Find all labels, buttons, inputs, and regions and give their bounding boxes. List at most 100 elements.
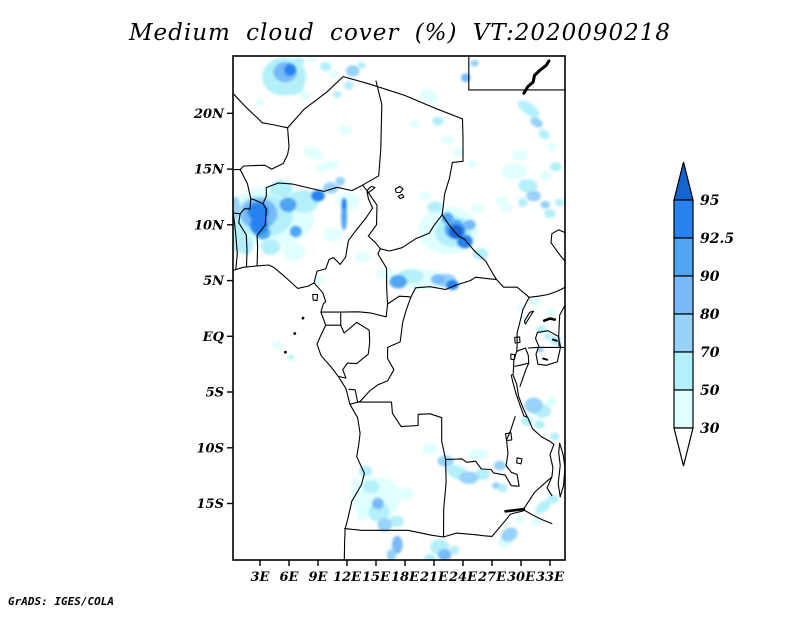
cloud-patch xyxy=(282,242,306,261)
cloud-patch xyxy=(247,202,269,221)
cloud-patch xyxy=(518,198,528,207)
island-marker xyxy=(284,350,287,354)
map-frame xyxy=(232,55,566,561)
country-border-line xyxy=(361,80,383,186)
country-border-line xyxy=(474,509,553,537)
grads-attribution: GrADS: IGES/COLA xyxy=(8,595,114,608)
cloud-patch xyxy=(368,502,390,522)
cloud-patch xyxy=(515,515,525,523)
cloud-patch xyxy=(468,448,489,461)
cloud-patch xyxy=(524,397,543,414)
cloud-patch xyxy=(260,239,281,255)
cloud-patch xyxy=(540,200,550,209)
colorbar-segment xyxy=(673,313,694,353)
lat-tick-label: 10N xyxy=(194,218,225,233)
country-border-line xyxy=(313,184,374,284)
cloud-patch xyxy=(311,190,325,202)
lat-tick-label: 15N xyxy=(194,163,225,178)
cloud-patch xyxy=(528,297,543,307)
cloud-patch xyxy=(495,196,508,206)
cloud-patch xyxy=(472,248,489,260)
cloud-patch xyxy=(358,465,373,477)
country-border-line xyxy=(442,458,447,538)
cloud-shading-layer xyxy=(233,56,565,560)
cloud-patch xyxy=(530,516,543,526)
cloud-patch xyxy=(323,228,344,242)
lake-outline xyxy=(534,330,562,366)
cloud-patch xyxy=(392,535,403,554)
cloud-patch xyxy=(233,197,241,220)
cloud-patch xyxy=(518,179,538,193)
lon-tick-label: 15E xyxy=(362,570,391,585)
cloud-patch xyxy=(341,203,347,231)
cloud-patch xyxy=(328,70,339,79)
cloud-patch xyxy=(535,499,551,514)
geography-layer xyxy=(233,56,565,560)
country-border-line xyxy=(233,92,290,171)
cloud-patch xyxy=(499,203,514,213)
country-border-line xyxy=(527,417,555,445)
cloud-patch xyxy=(427,201,443,213)
colorbar-bottom-arrow xyxy=(673,427,694,467)
cloud-patch xyxy=(376,268,396,280)
cloud-patch xyxy=(538,129,550,140)
cloud-patch xyxy=(545,309,555,317)
country-border-line xyxy=(256,203,267,267)
lat-tick-label: 15S xyxy=(197,497,224,512)
lon-tick-label: 24E xyxy=(448,570,478,585)
cloud-patch xyxy=(292,57,305,67)
cloud-patch xyxy=(377,518,393,532)
country-border-line xyxy=(325,311,342,326)
river-lake-fill xyxy=(542,357,549,361)
cloud-patch xyxy=(272,340,283,350)
cloud-patch xyxy=(316,163,328,173)
lake-outline xyxy=(514,336,521,344)
cloud-patch xyxy=(344,81,354,90)
country-border-line xyxy=(233,212,238,270)
lake-outline xyxy=(523,310,535,325)
country-border-line xyxy=(233,198,264,215)
country-border-line xyxy=(495,278,565,298)
lake-outline xyxy=(312,293,319,302)
cloud-patch xyxy=(470,203,483,213)
cloud-patch xyxy=(517,100,540,118)
cloud-patch xyxy=(288,354,294,361)
country-border-line xyxy=(320,303,389,318)
country-border-line xyxy=(348,388,359,403)
lon-tick-label: 27E xyxy=(477,570,507,585)
colorbar-tick-label: 95 xyxy=(700,193,719,209)
lat-tick-label: 5N xyxy=(203,274,225,289)
cloud-patch xyxy=(431,274,445,285)
colorbar-tick-label: 80 xyxy=(700,307,720,323)
cloud-patch xyxy=(398,487,414,500)
colorbar-tick-label: 70 xyxy=(700,345,720,361)
river-lake-fill xyxy=(504,507,526,513)
cloud-patch xyxy=(332,91,342,98)
cloud-patch xyxy=(255,98,265,107)
country-border-line xyxy=(514,362,530,367)
cloud-patch xyxy=(323,160,340,170)
lake-outline xyxy=(504,432,513,442)
colorbar-segment xyxy=(673,275,694,315)
cloud-patch xyxy=(338,125,352,135)
country-border-line xyxy=(238,213,248,268)
country-border-line xyxy=(337,321,371,379)
cloud-patch xyxy=(432,116,444,126)
cloud-patch xyxy=(539,171,551,181)
country-border-line xyxy=(550,229,565,262)
lon-tick-label: 3E xyxy=(251,570,271,585)
cloud-patch xyxy=(497,483,508,493)
cloud-patch xyxy=(372,497,384,510)
cloud-patch xyxy=(516,304,524,311)
cloud-patch xyxy=(237,234,254,255)
cloud-patch xyxy=(350,477,361,487)
colorbar: 95 92.5 90 80 70 50 30 xyxy=(673,161,734,467)
cloud-patch xyxy=(386,549,397,560)
lake-outline xyxy=(510,373,528,418)
cloud-patch xyxy=(419,191,432,201)
cloud-patch xyxy=(290,225,302,238)
colorbar-top-arrow xyxy=(673,161,694,201)
cloud-patch xyxy=(335,176,346,186)
